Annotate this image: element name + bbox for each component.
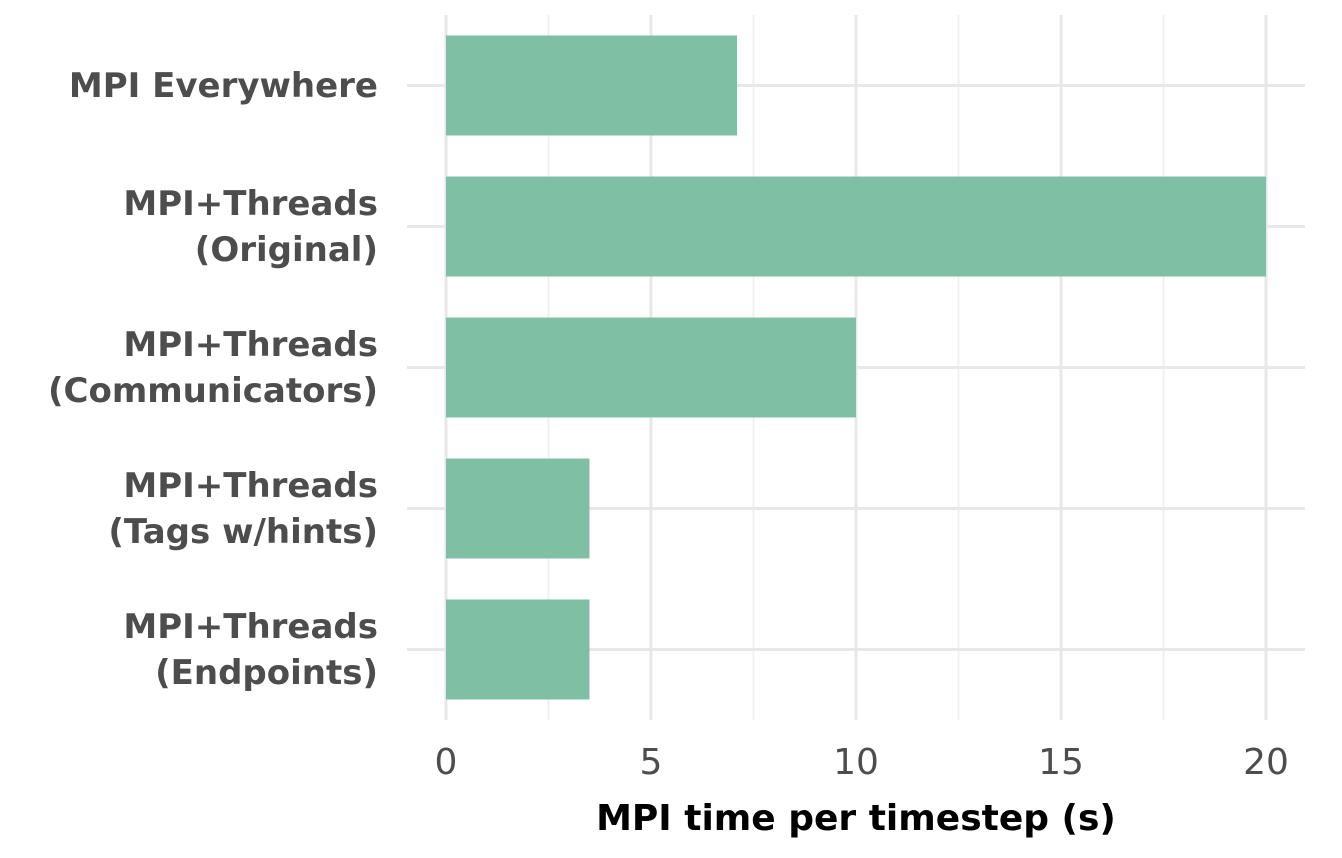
y-tick-label: MPI+Threads (Original) bbox=[123, 183, 378, 270]
x-tick-label: 10 bbox=[833, 742, 879, 783]
y-tick-label: MPI Everywhere bbox=[68, 65, 378, 106]
x-tick-label: 20 bbox=[1243, 742, 1289, 783]
bar bbox=[445, 317, 856, 418]
x-tick-label: 5 bbox=[639, 742, 663, 783]
bar bbox=[445, 35, 738, 136]
bar bbox=[445, 599, 590, 700]
y-tick-label: MPI+Threads (Tags w/hints) bbox=[108, 465, 378, 552]
x-tick-label: 0 bbox=[434, 742, 458, 783]
y-tick-label: MPI+Threads (Communicators) bbox=[47, 324, 378, 411]
bar bbox=[445, 176, 1267, 277]
x-tick-label: 15 bbox=[1038, 742, 1084, 783]
y-tick-label: MPI+Threads (Endpoints) bbox=[123, 606, 378, 693]
x-axis-title: MPI time per timestep (s) bbox=[596, 798, 1116, 839]
bar bbox=[445, 458, 590, 559]
